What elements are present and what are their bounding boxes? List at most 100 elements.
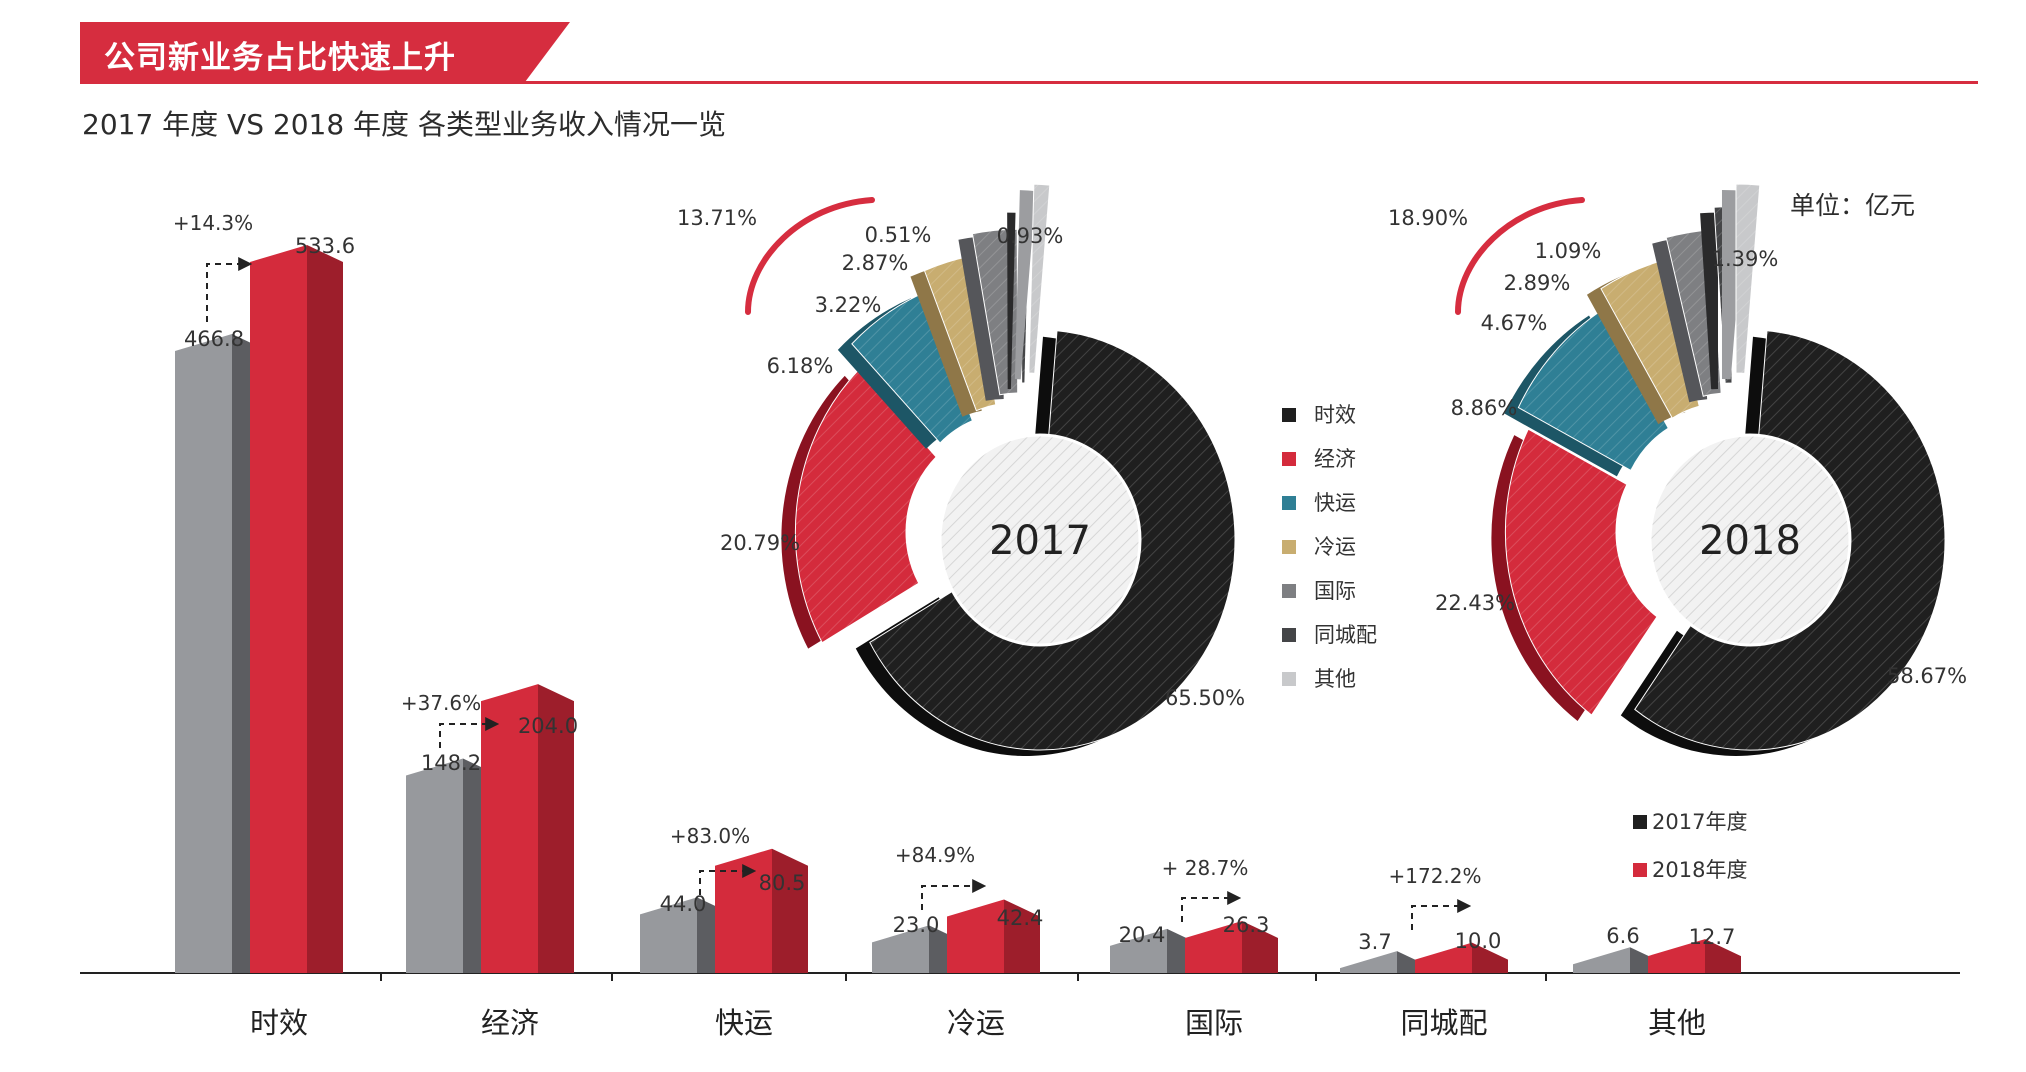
bar-2018-5 [1415, 942, 1508, 973]
category-label: 时效 [250, 1006, 308, 1040]
slice-hatch [1028, 184, 1050, 374]
donut-2018: 2018 58.67% 22.43% 8.86% 4.67% 2.89% 1.09% 1.39… [1388, 183, 1967, 756]
slice-hatch [1600, 259, 1700, 419]
slice-pct-label: 3.22% [815, 293, 882, 317]
new-business-arc [1455, 197, 1585, 315]
slice-pct-label: 58.67% [1887, 664, 1967, 688]
slice-时效 [1620, 330, 1946, 756]
slice-经济 [781, 369, 937, 649]
slice-pct-label: 2.89% [1504, 271, 1571, 295]
bar-2018-1 [481, 684, 574, 973]
slice-其他 [1014, 183, 1051, 380]
donut-2017: 2017 65.50% 20.79% 6.18% 3.22% 2.87% 0.51% 0.93… [677, 183, 1245, 756]
growth-arrow [1181, 891, 1242, 922]
bar-value-label-2017: 466.8 [184, 327, 244, 351]
bar-value-label-2017: 148.2 [421, 751, 481, 775]
bar-side-face [1004, 899, 1040, 973]
pie-legend-label: 经济 [1314, 447, 1356, 471]
slice-国际 [958, 228, 1019, 401]
category-label: 国际 [1185, 1006, 1243, 1040]
header-rule [80, 81, 1978, 84]
bar-front-face [947, 899, 1004, 973]
slice-pct-label: 6.18% [767, 354, 834, 378]
growth-label: +84.9% [895, 843, 975, 867]
category-label: 快运 [715, 1006, 773, 1040]
pie-legend-swatch [1282, 672, 1296, 686]
slice-快运 [837, 291, 973, 449]
slice-hatch [851, 292, 973, 443]
growth-arrow [439, 717, 500, 748]
pie-legend-swatch [1282, 628, 1296, 642]
donut-center [1648, 433, 1852, 647]
growth-label: +14.3% [173, 211, 253, 235]
category-label: 其他 [1648, 1006, 1706, 1040]
slice-pct-label: 2.87% [842, 251, 909, 275]
bar-legend-swatch [1633, 815, 1647, 829]
pie-legend-swatch [1282, 584, 1296, 598]
bar-chart: 466.8 时效 148.2 经济 44.0 快运 23.0 冷运 20.4 国际 3.7 同城配 6.… [80, 211, 1960, 1040]
bar-front-face [715, 848, 772, 973]
growth-label: +83.0% [670, 824, 750, 848]
bar-front-face [872, 925, 929, 973]
pie-legend-label: 时效 [1314, 403, 1356, 427]
bar-front-face [250, 245, 307, 973]
growth-label: + 28.7% [1162, 856, 1249, 880]
slice-pct-label: 20.79% [720, 531, 800, 555]
bar-front-face [481, 684, 538, 973]
bar-2018-3 [947, 899, 1040, 973]
pie-legend-swatch [1282, 408, 1296, 422]
slice-冷运 [910, 255, 997, 417]
slice-hatch [1518, 309, 1669, 471]
pie-legend-label: 其他 [1314, 667, 1356, 691]
bar-side-face [1472, 942, 1508, 973]
bar-value-label-2018: 10.0 [1455, 929, 1502, 953]
bar-front-face [175, 334, 232, 973]
unit-label: 单位：亿元 [1790, 191, 1916, 220]
section-title: 公司新业务占比快速上升 [104, 40, 456, 76]
growth-arrow [1411, 899, 1472, 930]
bar-side-face [1705, 939, 1741, 973]
category-label: 经济 [481, 1006, 539, 1040]
new-business-share-label: 13.71% [677, 206, 757, 230]
growth-label: +172.2% [1388, 864, 1481, 888]
slice-pct-label: 1.09% [1535, 239, 1602, 263]
bar-legend-label: 2018年度 [1652, 858, 1747, 882]
bar-legend-label: 2017年度 [1652, 810, 1747, 834]
slice-时效 [855, 330, 1236, 756]
bar-2018-6 [1648, 939, 1741, 973]
slice-hatch [869, 330, 1236, 751]
header-banner [80, 22, 570, 82]
slice-pct-label: 65.50% [1165, 686, 1245, 710]
pie-legend-label: 国际 [1314, 579, 1356, 603]
bar-2018-2 [715, 848, 808, 973]
donut-charts: 2017 65.50% 20.79% 6.18% 3.22% 2.87% 0.51% 0.93… [677, 183, 1967, 756]
bar-value-label-2018: 26.3 [1223, 913, 1270, 937]
bar-value-label-2017: 44.0 [660, 892, 707, 916]
bar-front-face [1415, 942, 1472, 973]
bar-value-label-2018: 204.0 [518, 714, 578, 738]
pie-legend-swatch [1282, 496, 1296, 510]
slice-hatch [795, 369, 937, 643]
new-business-share-label: 18.90% [1388, 206, 1468, 230]
slice-hatch [1505, 429, 1657, 715]
bar-value-label-2017: 23.0 [893, 913, 940, 937]
bar-value-label-2017: 20.4 [1119, 923, 1166, 947]
bar-2018-0 [250, 245, 343, 973]
growth-arrow [206, 257, 253, 322]
bar-side-face [538, 684, 574, 973]
bar-value-label-2017: 3.7 [1358, 930, 1391, 954]
category-label: 同城配 [1400, 1006, 1487, 1040]
slice-side [1014, 190, 1036, 380]
bar-front-face [1185, 920, 1242, 973]
slice-side [1700, 212, 1718, 390]
slice-其他 [1721, 183, 1761, 380]
bar-front-face [1648, 939, 1705, 973]
bar-value-label-2018: 12.7 [1689, 925, 1736, 949]
pie-legend-swatch [1282, 540, 1296, 554]
bar-front-face [1340, 951, 1397, 973]
bar-front-face [640, 897, 697, 973]
pie-legend-label: 快运 [1314, 491, 1356, 515]
bar-value-label-2018: 42.4 [997, 906, 1044, 930]
donut-center [938, 433, 1142, 647]
slice-hatch [924, 256, 996, 411]
